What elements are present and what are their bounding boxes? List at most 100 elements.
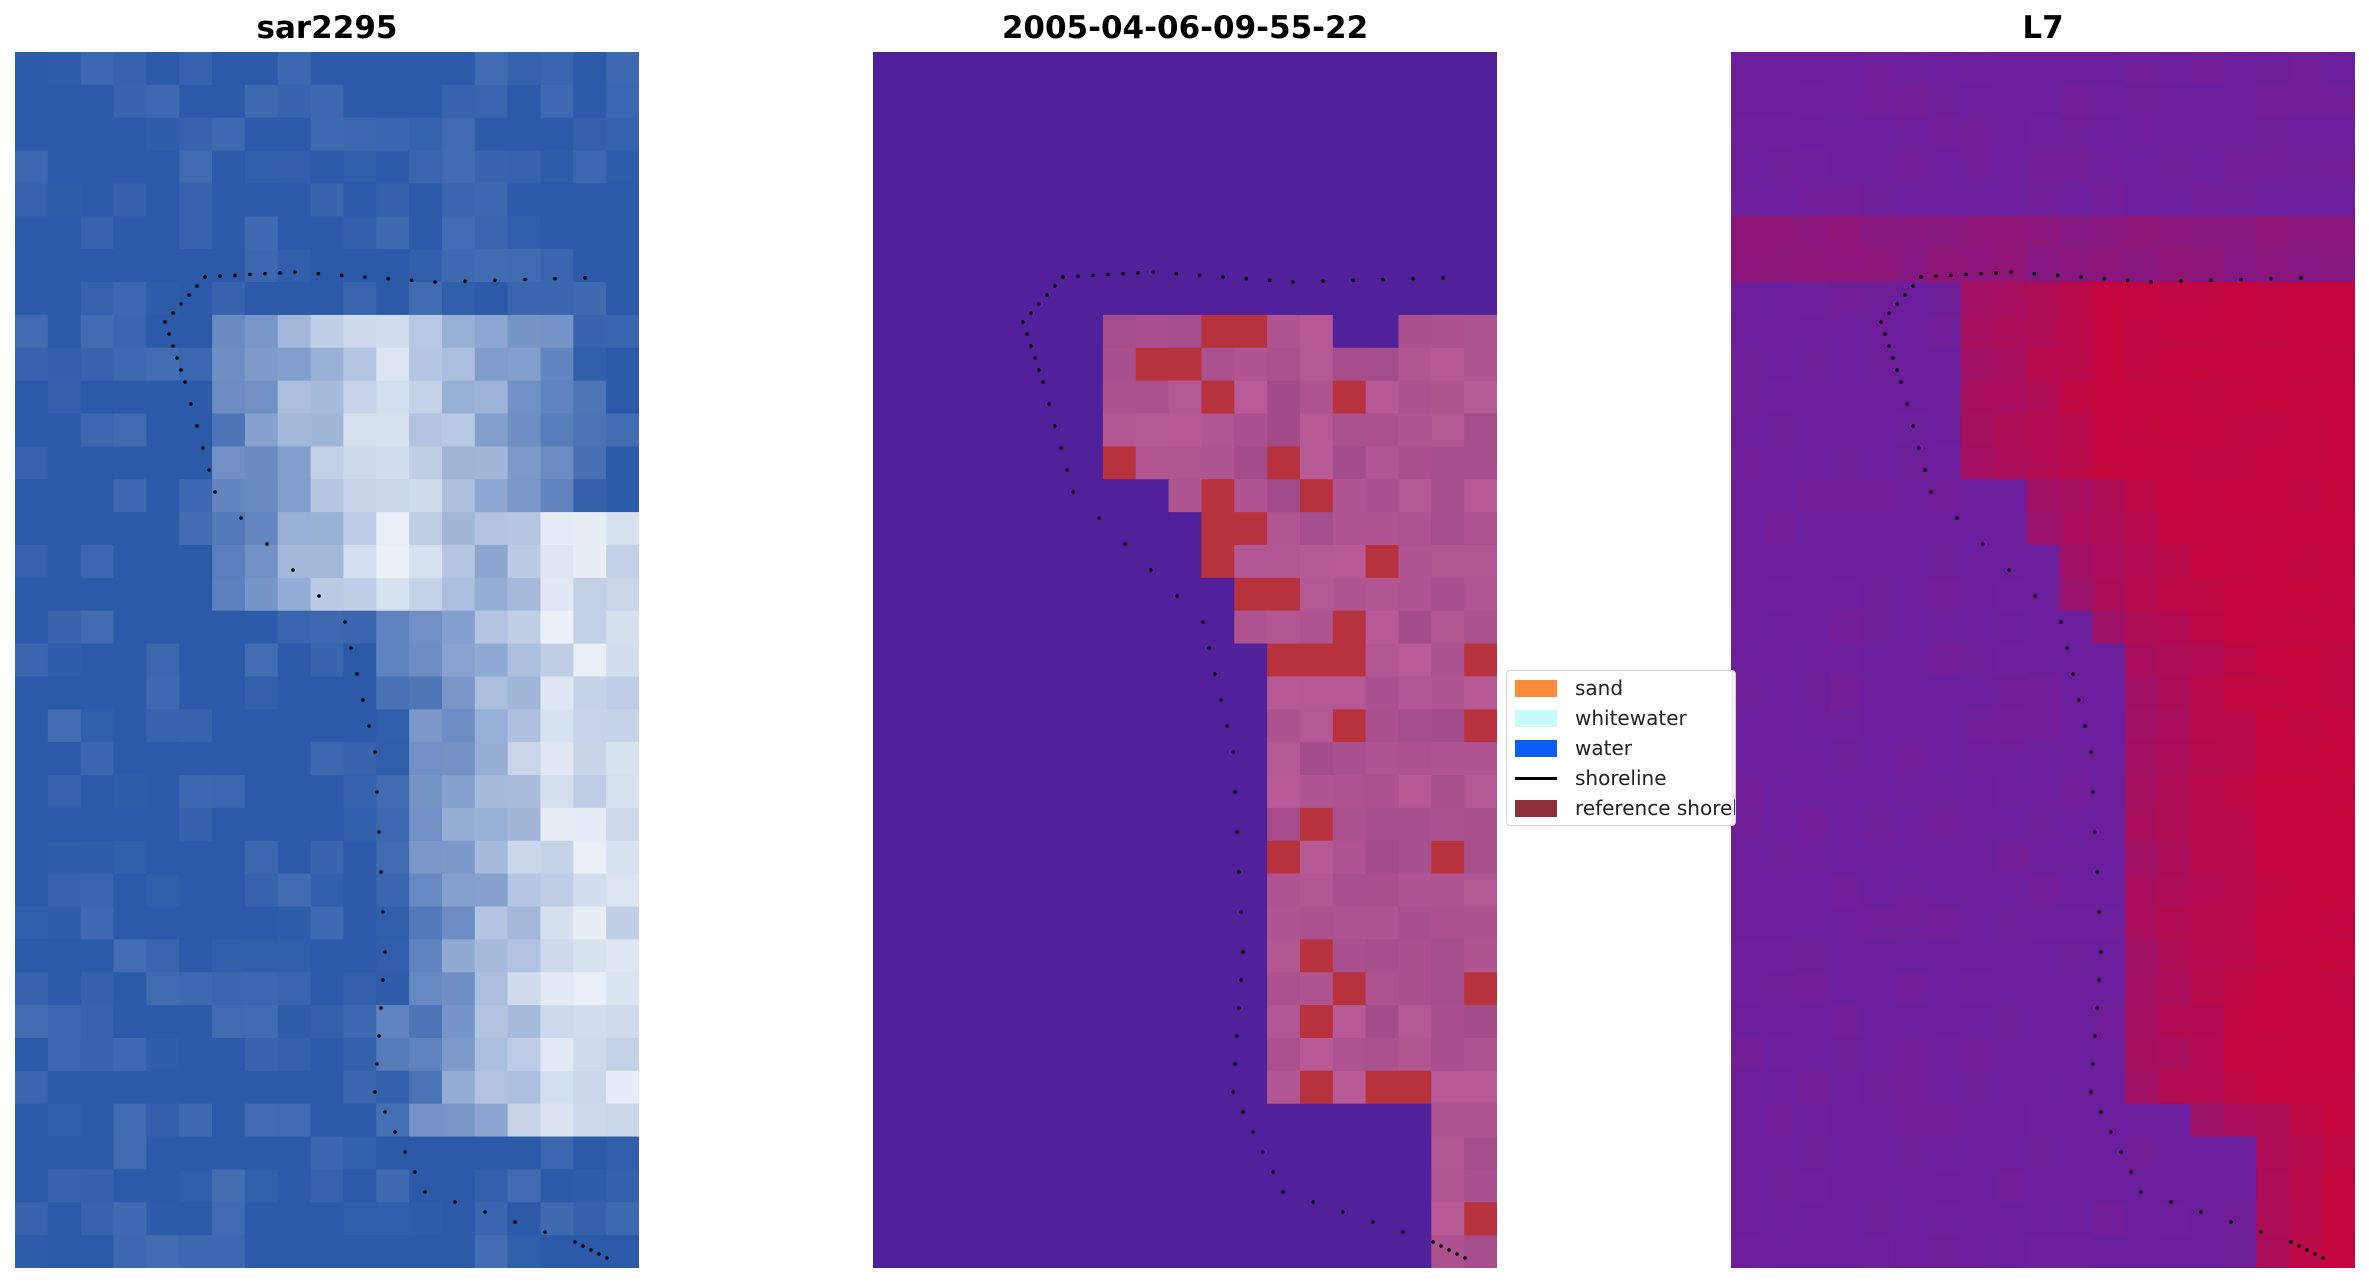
index-pixel <box>1731 577 1765 612</box>
shoreline-dot <box>1065 468 1069 472</box>
sar-pixel <box>606 742 639 776</box>
index-pixel <box>2223 52 2258 86</box>
index-pixel <box>1960 1235 1995 1268</box>
class-pixel <box>1201 380 1235 415</box>
sar-pixel <box>244 314 279 349</box>
index-pixel <box>1928 282 1962 316</box>
index-pixel <box>2223 117 2258 152</box>
class-pixel <box>873 709 907 743</box>
index-pixel <box>2256 282 2290 316</box>
shoreline-dot <box>1149 568 1153 572</box>
sar-pixel <box>606 216 639 250</box>
class-pixel <box>971 52 1005 86</box>
sar-pixel <box>146 544 180 579</box>
class-pixel <box>1365 577 1400 612</box>
class-pixel <box>905 512 940 546</box>
sar-pixel <box>80 544 115 579</box>
sar-pixel <box>573 413 607 447</box>
class-pixel <box>1168 446 1203 480</box>
class-pixel <box>1070 1235 1104 1268</box>
class-pixel <box>1332 1070 1367 1105</box>
sar-pixel <box>15 1202 49 1236</box>
class-pixel <box>1234 150 1268 185</box>
class-pixel <box>1102 1037 1137 1072</box>
class-pixel <box>873 1169 907 1203</box>
class-pixel <box>1168 676 1203 710</box>
index-pixel <box>1895 282 1929 316</box>
index-pixel <box>2322 1202 2355 1236</box>
index-pixel <box>2190 150 2225 185</box>
class-pixel <box>1234 709 1268 743</box>
index-pixel <box>1993 577 2028 612</box>
class-pixel <box>971 1136 1005 1170</box>
class-pixel <box>1267 1070 1301 1105</box>
index-pixel <box>2190 1169 2225 1203</box>
index-pixel <box>1895 1005 1929 1039</box>
sar-pixel <box>15 1169 49 1203</box>
class-pixel <box>1070 807 1104 842</box>
class-pixel <box>1431 1202 1465 1236</box>
index-pixel <box>2125 1136 2159 1170</box>
class-pixel <box>1267 742 1301 776</box>
sar-pixel <box>113 1037 147 1072</box>
class-pixel <box>1234 873 1268 908</box>
sar-pixel <box>310 413 345 447</box>
class-pixel <box>1135 939 1170 973</box>
class-pixel <box>1234 479 1268 513</box>
sar-pixel <box>212 347 246 382</box>
shoreline-dot <box>583 276 587 280</box>
index-pixel <box>1960 150 1995 185</box>
index-pixel <box>2190 1235 2225 1268</box>
class-pixel <box>1070 1005 1104 1039</box>
class-pixel <box>1070 676 1104 710</box>
class-pixel <box>1431 446 1465 480</box>
sar-pixel <box>376 742 410 776</box>
sar-pixel <box>146 52 180 86</box>
class-pixel <box>1299 676 1334 710</box>
index-pixel <box>1960 413 1995 447</box>
class-pixel <box>1070 544 1104 579</box>
class-pixel <box>1102 249 1137 283</box>
class-pixel <box>1037 84 1071 119</box>
class-pixel <box>1398 282 1432 316</box>
sar-pixel <box>409 1037 443 1072</box>
class-pixel <box>971 1235 1005 1268</box>
sar-pixel <box>113 709 147 743</box>
class-pixel <box>1398 709 1432 743</box>
index-pixel <box>1928 1202 1962 1236</box>
sar-pixel <box>409 676 443 710</box>
class-pixel <box>1037 972 1071 1006</box>
index-pixel <box>1862 117 1896 152</box>
sar-pixel <box>573 709 607 743</box>
sar-pixel <box>409 840 443 875</box>
sar-pixel <box>15 512 49 546</box>
sar-pixel <box>80 1070 115 1105</box>
index-pixel <box>1895 314 1929 349</box>
class-pixel <box>971 150 1005 185</box>
class-pixel <box>905 1235 940 1268</box>
sar-pixel <box>113 1202 147 1236</box>
shoreline-dot <box>1241 1110 1245 1114</box>
class-pixel <box>1135 742 1170 776</box>
shoreline-dot <box>2097 910 2101 914</box>
sar-pixel <box>441 1235 476 1268</box>
sar-pixel <box>310 742 345 776</box>
shoreline-dot <box>1231 750 1235 754</box>
sar-pixel <box>47 939 82 973</box>
sar-pixel <box>179 1037 213 1072</box>
class-pixel <box>1299 906 1334 940</box>
index-pixel <box>1731 775 1765 809</box>
index-pixel <box>2026 1037 2061 1072</box>
sar-pixel <box>376 282 410 316</box>
class-pixel <box>1135 314 1170 349</box>
sar-pixel <box>343 183 377 217</box>
class-pixel <box>1070 873 1104 908</box>
index-pixel <box>1796 183 1831 217</box>
class-pixel <box>1102 512 1137 546</box>
index-pixel <box>1993 216 2028 250</box>
sar-pixel <box>376 1202 410 1236</box>
index-pixel <box>2322 150 2355 185</box>
class-pixel <box>1365 906 1400 940</box>
sar-pixel <box>409 1169 443 1203</box>
sar-pixel <box>573 577 607 612</box>
